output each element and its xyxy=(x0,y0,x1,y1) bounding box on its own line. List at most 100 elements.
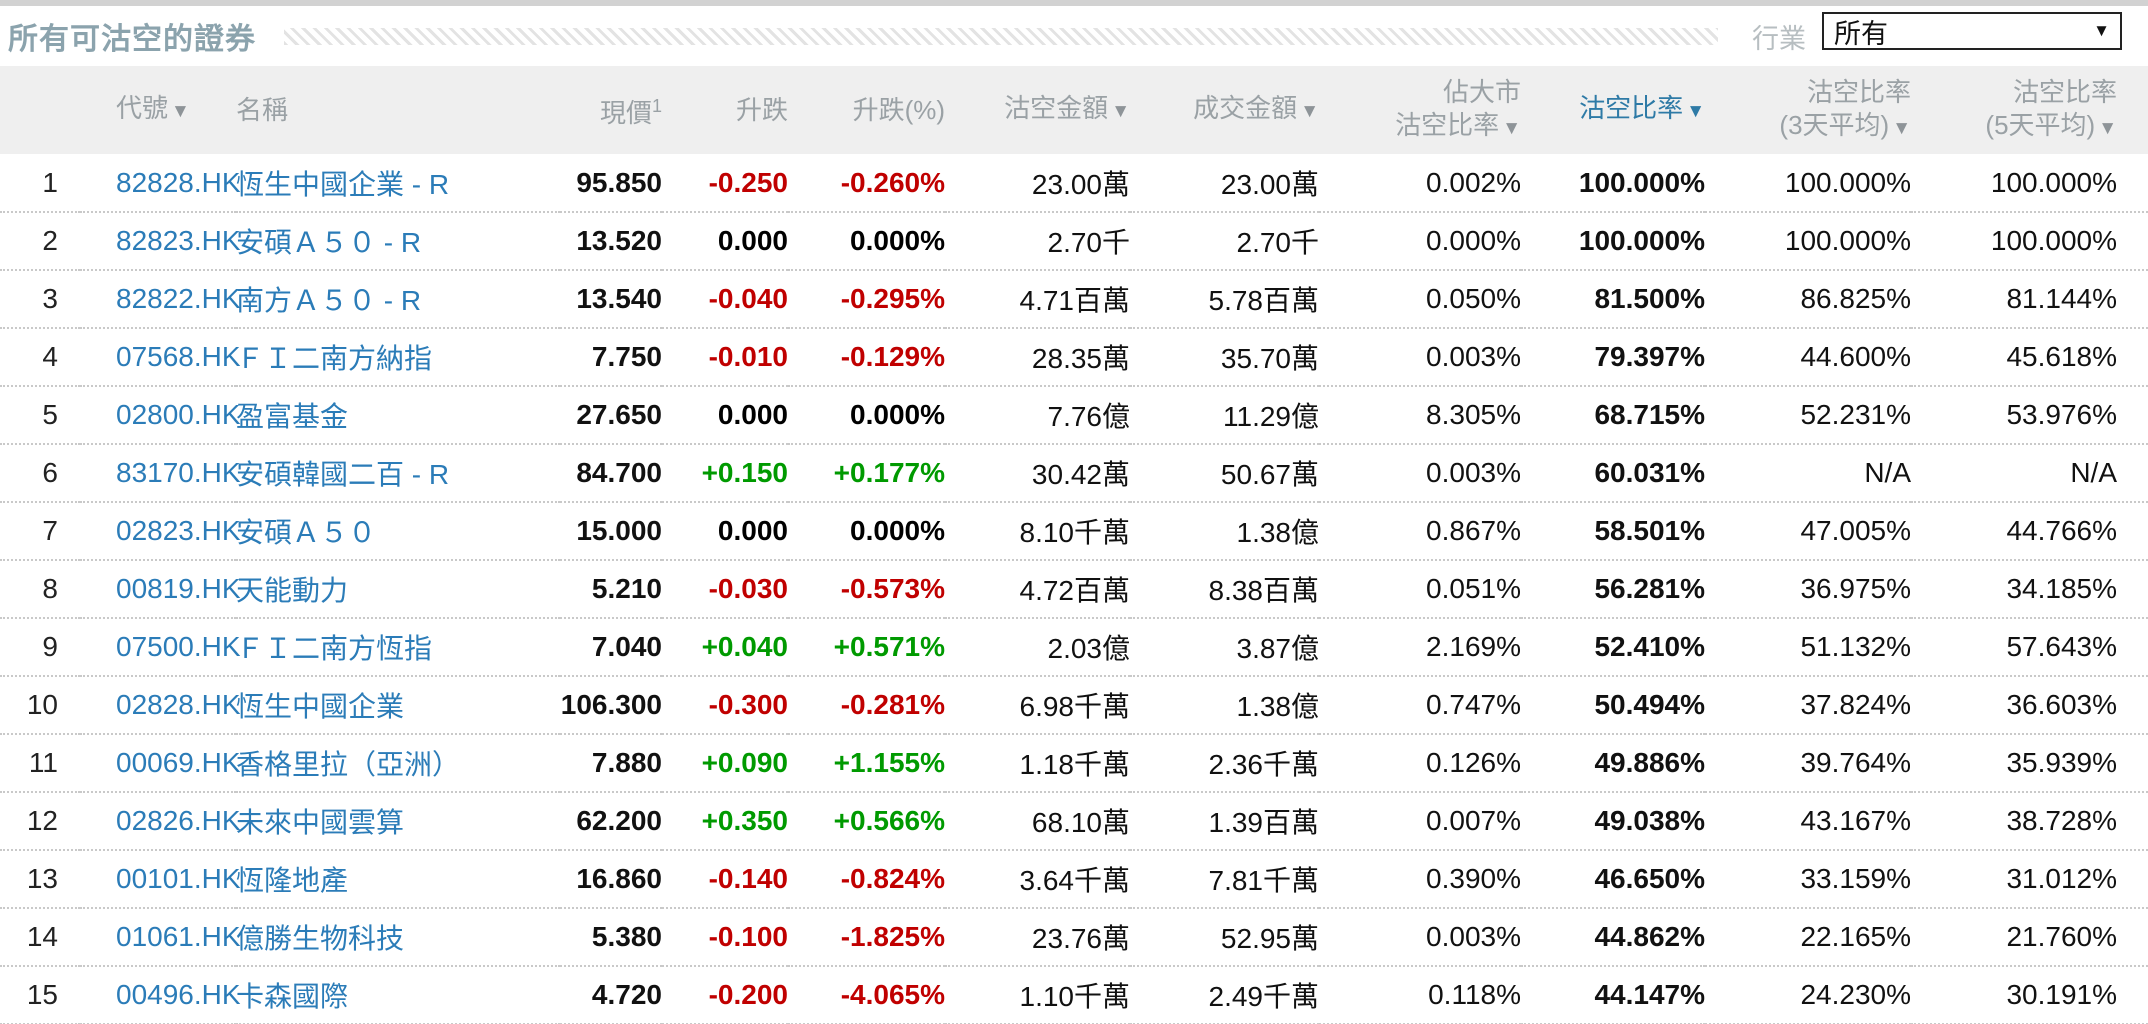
stock-code-link[interactable]: 82828.HK xyxy=(116,166,241,198)
row-rank: 7 xyxy=(0,502,80,561)
turnover-cell: 2.49千萬 xyxy=(1130,966,1319,1024)
price-cell: 7.880 xyxy=(560,734,662,793)
sort-desc-icon: ▼ xyxy=(1502,117,1521,139)
row-rank: 3 xyxy=(0,270,80,329)
turnover-cell: 2.70千 xyxy=(1130,212,1319,271)
table-row: 4 07568.HK ＦＩ二南方納指 7.750 -0.010 -0.129% … xyxy=(0,328,2148,387)
industry-filter-label: 行業 xyxy=(1752,23,1806,54)
stock-code-link[interactable]: 83170.HK xyxy=(116,457,241,488)
short-ratio-3d-cell: N/A xyxy=(1705,444,1911,503)
short-amount-cell: 23.00萬 xyxy=(945,154,1130,213)
stock-name-link[interactable]: 未來中國雲算 xyxy=(236,807,405,838)
short-ratio-cell: 44.147% xyxy=(1521,966,1705,1024)
short-ratio-5d-cell: 57.643% xyxy=(1911,618,2148,677)
stock-code-cell: 02826.HK xyxy=(80,792,241,851)
stock-code-link[interactable]: 00069.HK xyxy=(116,747,241,778)
change-cell: -0.300 xyxy=(662,676,788,735)
sort-desc-icon: ▼ xyxy=(171,101,190,122)
stock-code-link[interactable]: 07568.HK xyxy=(116,341,241,372)
stock-code-link[interactable]: 02800.HK xyxy=(116,399,241,430)
change-cell: 0.000 xyxy=(662,212,788,271)
turnover-cell: 3.87億 xyxy=(1130,618,1319,677)
col-header-code[interactable]: 代號 ▼ xyxy=(80,66,236,154)
stock-name-link[interactable]: 安碩Ａ５０ xyxy=(236,517,377,548)
stock-code-link[interactable]: 82822.HK xyxy=(116,283,241,314)
short-amount-cell: 28.35萬 xyxy=(945,328,1130,387)
zigzag-pattern xyxy=(284,27,1718,45)
row-rank: 8 xyxy=(0,560,80,619)
short-ratio-cell: 79.397% xyxy=(1521,328,1705,387)
stock-name-link[interactable]: 卡森國際 xyxy=(236,981,349,1012)
change-pct-cell: -1.825% xyxy=(788,908,945,967)
table-row: 10 02828.HK 恆生中國企業 106.300 -0.300 -0.281… xyxy=(0,676,2148,735)
stock-code-link[interactable]: 82823.HK xyxy=(116,225,241,256)
industry-select-value: 所有 xyxy=(1834,18,1888,49)
change-pct-cell: 0.000% xyxy=(788,386,945,445)
price-cell: 27.650 xyxy=(560,386,662,445)
price-cell: 4.720 xyxy=(560,966,662,1024)
turnover-cell: 1.38億 xyxy=(1130,676,1319,735)
stock-code-cell: 00101.HK xyxy=(80,850,241,909)
short-ratio-cell: 46.650% xyxy=(1521,850,1705,909)
row-rank: 14 xyxy=(0,908,80,967)
change-cell: 0.000 xyxy=(662,386,788,445)
stock-code-link[interactable]: 00819.HK xyxy=(116,573,241,604)
col-header-market-short-ratio[interactable]: 佔大市 沽空比率 ▼ xyxy=(1319,66,1521,154)
stock-name-cell: 香格里拉（亞洲） xyxy=(236,734,560,793)
stock-code-link[interactable]: 02826.HK xyxy=(116,805,241,836)
sort-desc-icon-active: ▼ xyxy=(1686,101,1705,122)
change-pct-cell: 0.000% xyxy=(788,212,945,271)
stock-code-cell: 83170.HK xyxy=(80,444,241,503)
sort-desc-icon: ▼ xyxy=(1300,101,1319,122)
col-header-change-pct: 升跌(%) xyxy=(788,66,945,154)
stock-name-cell: ＦＩ二南方納指 xyxy=(236,328,560,387)
stock-code-link[interactable]: 07500.HK xyxy=(116,631,241,662)
sort-desc-icon: ▼ xyxy=(1892,117,1911,139)
stock-code-link[interactable]: 00101.HK xyxy=(116,863,241,894)
market-short-ratio-cell: 2.169% xyxy=(1319,618,1521,677)
col-header-short-amount[interactable]: 沽空金額 ▼ xyxy=(945,66,1130,154)
table-row: 11 00069.HK 香格里拉（亞洲） 7.880 +0.090 +1.155… xyxy=(0,734,2148,793)
stock-name-link[interactable]: 恆隆地產 xyxy=(236,865,349,896)
col-header-short-ratio[interactable]: 沽空比率 ▼ xyxy=(1521,66,1705,154)
stock-code-cell: 02828.HK xyxy=(80,676,241,735)
stock-name-link[interactable]: 安碩Ａ５０ - R xyxy=(236,227,422,258)
price-cell: 13.540 xyxy=(560,270,662,329)
stock-name-link[interactable]: 恆生中國企業 - R xyxy=(236,168,450,200)
stock-code-link[interactable]: 02828.HK xyxy=(116,689,241,720)
change-cell: +0.350 xyxy=(662,792,788,851)
stock-name-cell: 安碩Ａ５０ xyxy=(236,502,560,561)
short-amount-cell: 4.72百萬 xyxy=(945,560,1130,619)
stock-code-cell: 02823.HK xyxy=(80,502,241,561)
col-header-short-ratio-5d[interactable]: 沽空比率 (5天平均) ▼ xyxy=(1911,66,2148,154)
change-pct-cell: -0.824% xyxy=(788,850,945,909)
turnover-cell: 52.95萬 xyxy=(1130,908,1319,967)
stock-code-cell: 00496.HK xyxy=(80,966,241,1024)
stock-name-link[interactable]: 安碩韓國二百 - R xyxy=(236,459,450,490)
industry-select[interactable]: 所有 ▼ xyxy=(1822,12,2122,50)
table-row: 5 02800.HK 盈富基金 27.650 0.000 0.000% 7.76… xyxy=(0,386,2148,445)
stock-name-link[interactable]: 天能動力 xyxy=(236,575,349,606)
stock-name-link[interactable]: ＦＩ二南方納指 xyxy=(236,343,433,374)
short-ratio-cell: 60.031% xyxy=(1521,444,1705,503)
price-cell: 62.200 xyxy=(560,792,662,851)
change-cell: +0.150 xyxy=(662,444,788,503)
stock-code-link[interactable]: 01061.HK xyxy=(116,921,241,952)
sort-desc-icon: ▼ xyxy=(2098,117,2117,139)
stock-name-link[interactable]: 億勝生物科技 xyxy=(236,923,405,954)
col-header-name: 名稱 xyxy=(236,66,560,154)
col-header-short-ratio-3d[interactable]: 沽空比率 (3天平均) ▼ xyxy=(1705,66,1911,154)
page-header: 所有可沽空的證券 行業 所有 ▼ xyxy=(0,6,2148,66)
stock-name-link[interactable]: 恆生中國企業 xyxy=(236,691,405,722)
change-pct-cell: -0.295% xyxy=(788,270,945,329)
stock-code-link[interactable]: 00496.HK xyxy=(116,979,241,1010)
stock-name-link[interactable]: 盈富基金 xyxy=(236,401,349,432)
stock-name-link[interactable]: 香格里拉（亞洲） xyxy=(236,749,461,780)
short-ratio-5d-cell: 30.191% xyxy=(1911,966,2148,1024)
col-header-turnover[interactable]: 成交金額 ▼ xyxy=(1130,66,1319,154)
short-ratio-cell: 50.494% xyxy=(1521,676,1705,735)
col-header-price: 現價1 xyxy=(560,66,662,154)
stock-code-link[interactable]: 02823.HK xyxy=(116,515,241,546)
stock-name-link[interactable]: 南方Ａ５０ - R xyxy=(236,285,422,316)
stock-name-link[interactable]: ＦＩ二南方恆指 xyxy=(236,633,433,664)
